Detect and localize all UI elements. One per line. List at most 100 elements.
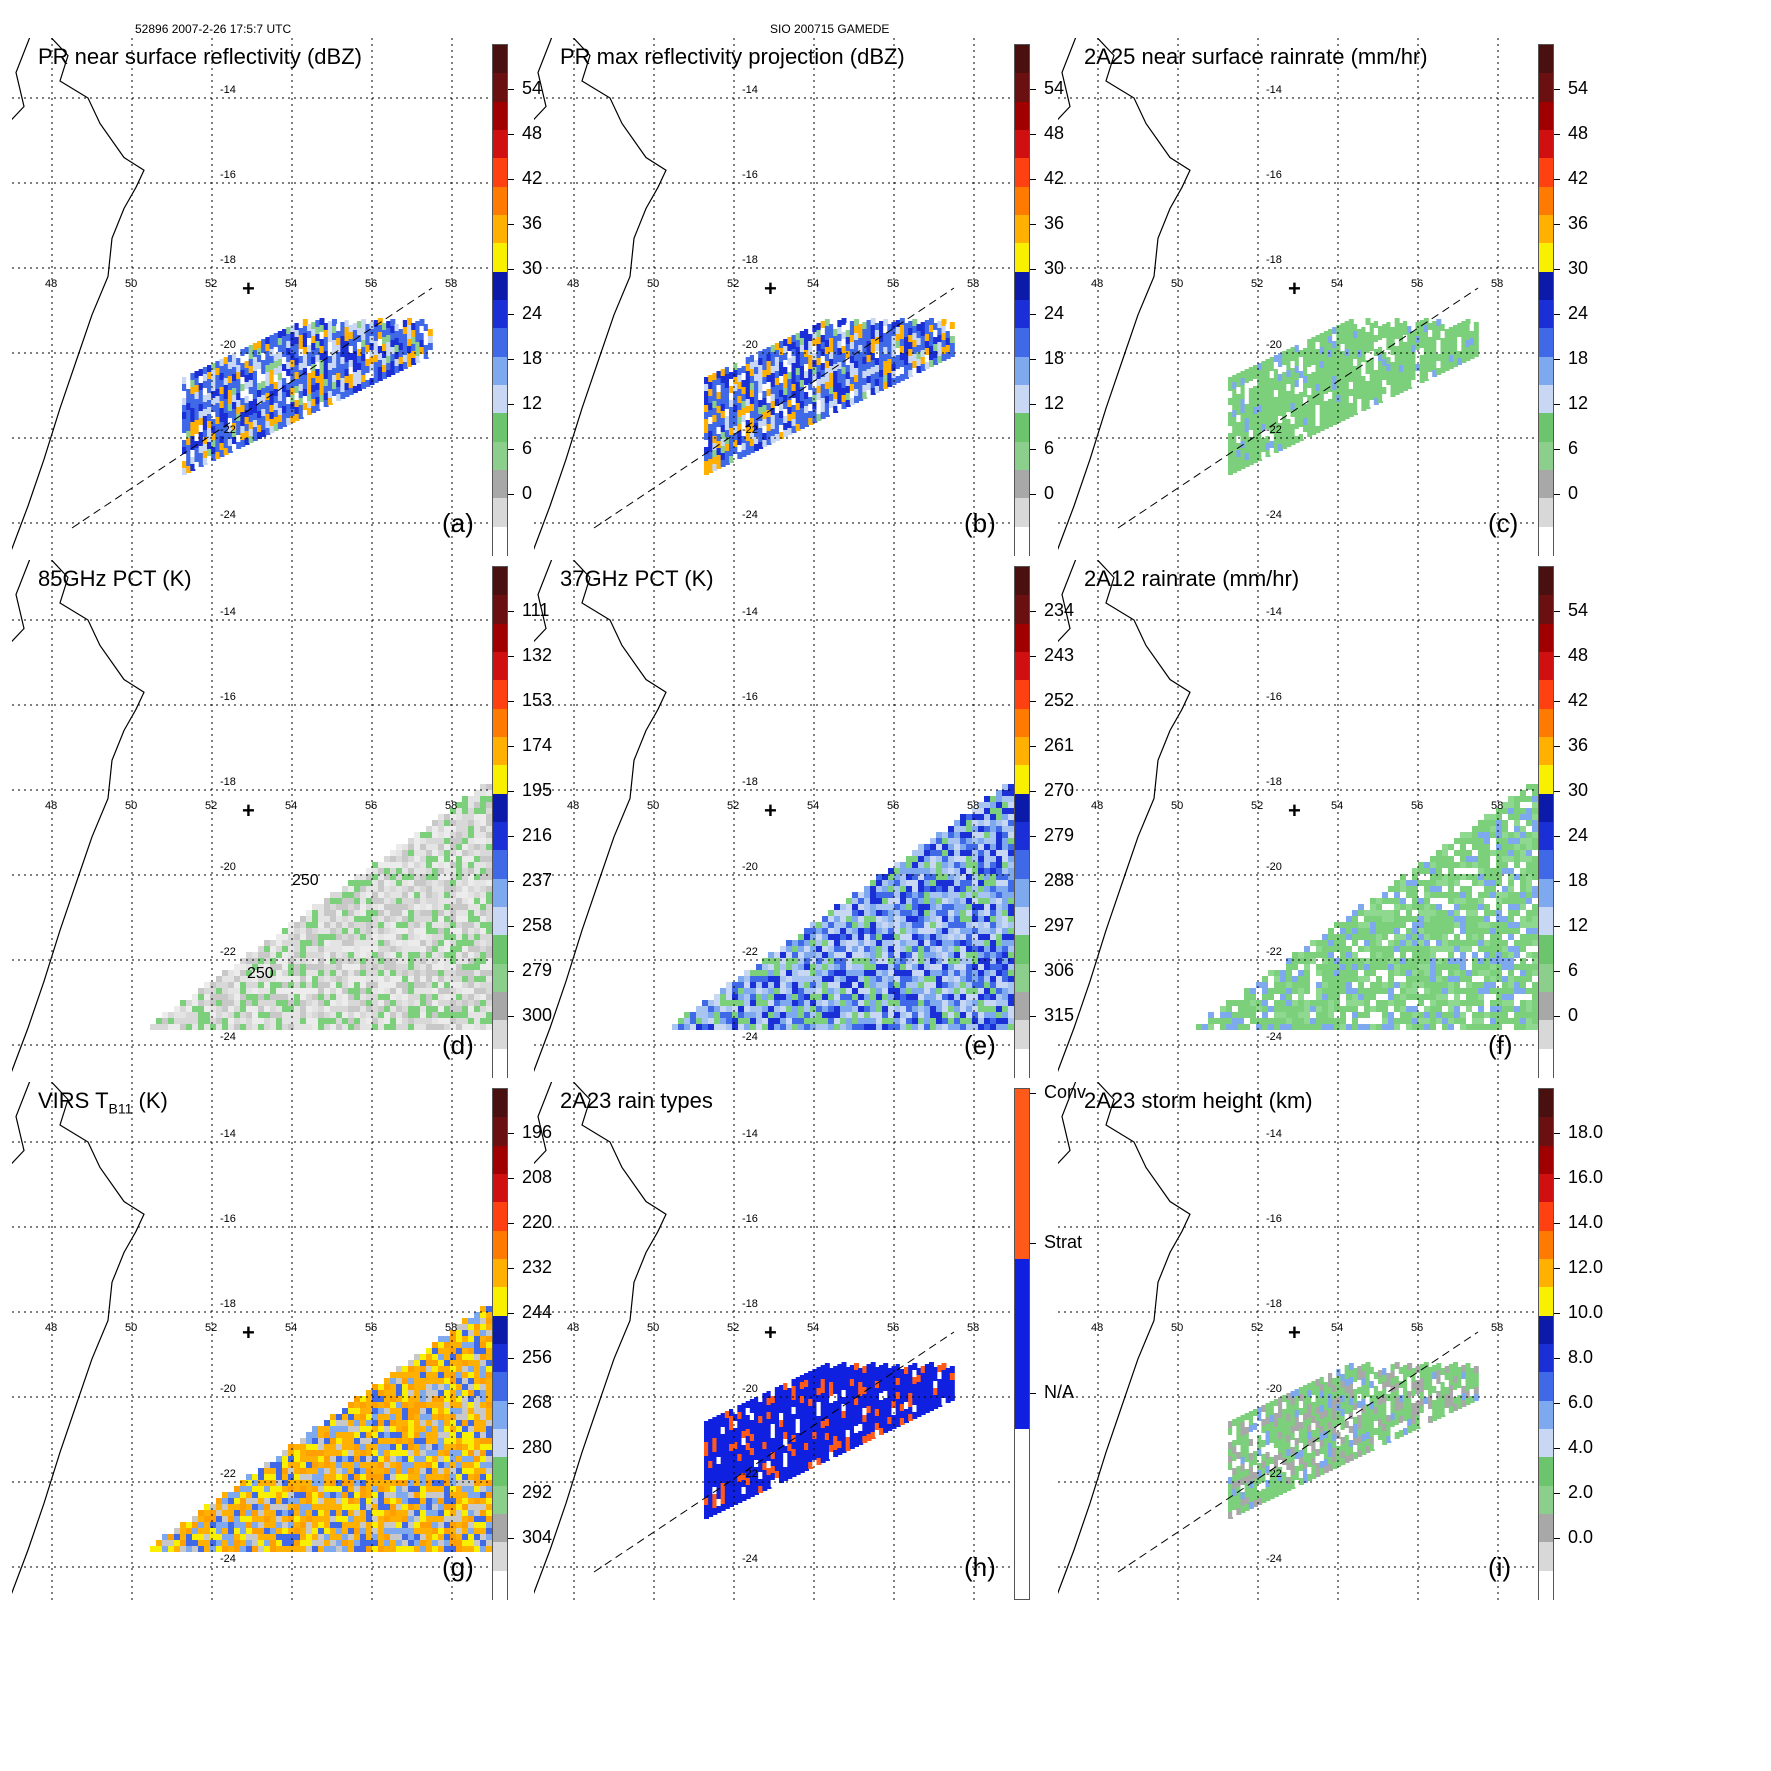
tick-mark bbox=[1554, 1312, 1560, 1314]
tick-mark bbox=[1030, 1092, 1036, 1094]
colorbar-segment bbox=[1539, 595, 1553, 625]
lat-label: -22 bbox=[220, 1468, 236, 1480]
panel-letter: (i) bbox=[1488, 1552, 1512, 1582]
colorbar-segment bbox=[1539, 1230, 1553, 1260]
panel-title: PR near surface reflectivity (dBZ) bbox=[38, 44, 362, 70]
colorbar-tick: 8.0 bbox=[1554, 1347, 1593, 1368]
colorbar-segment bbox=[493, 130, 507, 160]
tick-label: 10.0 bbox=[1568, 1302, 1604, 1322]
tick-mark bbox=[1554, 1015, 1560, 1017]
coastline-west bbox=[534, 38, 553, 121]
lat-label: -24 bbox=[220, 509, 236, 521]
colorbar-tick: 54 bbox=[1554, 600, 1588, 621]
colorbar-tick: 279 bbox=[1030, 825, 1074, 846]
colorbar-tick: 18 bbox=[508, 348, 542, 369]
colorbar-segment bbox=[1539, 992, 1553, 1022]
colorbar-segment bbox=[1015, 300, 1029, 330]
colorbar-tick: 36 bbox=[1554, 735, 1588, 756]
storm-center-marker: + bbox=[764, 798, 777, 824]
colorbar-tick: 54 bbox=[1030, 78, 1064, 99]
map-a bbox=[12, 38, 492, 558]
colorbar-tick: 0 bbox=[1554, 483, 1578, 504]
colorbar-tick: 280 bbox=[508, 1437, 552, 1458]
lat-label: -18 bbox=[1266, 254, 1282, 266]
colorbar-segment bbox=[1015, 215, 1029, 245]
colorbar-segment bbox=[1015, 45, 1029, 75]
tick-label: 54 bbox=[1044, 78, 1065, 98]
colorbar-segment bbox=[1539, 1457, 1553, 1487]
colorbar-segment bbox=[1539, 737, 1553, 767]
colorbar-segment bbox=[1015, 907, 1029, 937]
panel-b: -14 -16 -18 -20 -22 -24 48 50 52 54 56 58 + PR max re… bbox=[534, 38, 1064, 558]
colorbar-tick: 268 bbox=[508, 1392, 552, 1413]
colorbar-segment bbox=[493, 1457, 507, 1487]
colorbar-tick: 304 bbox=[508, 1527, 552, 1548]
tick-label: 252 bbox=[1044, 690, 1075, 710]
colorbar-segment bbox=[493, 793, 507, 823]
lat-label: -16 bbox=[220, 169, 236, 181]
colorbar-tick: 42 bbox=[1554, 168, 1588, 189]
tick-mark bbox=[1030, 493, 1036, 495]
colorbar-segment bbox=[493, 300, 507, 330]
colorbar-segment bbox=[493, 498, 507, 528]
colorbar-segment bbox=[1015, 1429, 1029, 1599]
lon-label: 48 bbox=[567, 1322, 580, 1334]
tick-label: 196 bbox=[522, 1122, 553, 1142]
coastline-east bbox=[12, 38, 145, 551]
panel-title-text: PR max reflectivity projection (dBZ) bbox=[560, 44, 905, 69]
tick-mark bbox=[1554, 700, 1560, 702]
colorbar-tick: 2.0 bbox=[1554, 1482, 1593, 1503]
colorbar-tick: 36 bbox=[508, 213, 542, 234]
colorbar-segment bbox=[493, 186, 507, 216]
panel-title: 2A25 near surface rainrate (mm/hr) bbox=[1084, 44, 1428, 70]
colorbar-tick: 237 bbox=[508, 870, 552, 891]
tick-label: 258 bbox=[522, 915, 553, 935]
colorbar-tick: 258 bbox=[508, 915, 552, 936]
coastline-east bbox=[534, 560, 667, 1073]
colorbar-segment bbox=[493, 1287, 507, 1317]
lon-label: 50 bbox=[1171, 800, 1184, 812]
colorbar-tick: 306 bbox=[1030, 960, 1074, 981]
lon-label: 56 bbox=[365, 1322, 378, 1334]
colorbar-segment bbox=[1539, 271, 1553, 301]
colorbar bbox=[1014, 1088, 1030, 1600]
tick-mark bbox=[1030, 268, 1036, 270]
coastline-west bbox=[1058, 38, 1077, 121]
colorbar-tick: 18.0 bbox=[1554, 1122, 1603, 1143]
lon-label: 54 bbox=[1331, 278, 1344, 290]
lat-label: -20 bbox=[1266, 339, 1282, 351]
lon-label: 50 bbox=[647, 1322, 660, 1334]
lon-label: 52 bbox=[1251, 278, 1264, 290]
lat-label: -16 bbox=[1266, 691, 1282, 703]
tick-mark bbox=[1030, 133, 1036, 135]
colorbar-segment bbox=[1015, 158, 1029, 188]
colorbar-tick: 36 bbox=[1030, 213, 1064, 234]
colorbar-tick: 24 bbox=[1030, 303, 1064, 324]
panel-letter: (d) bbox=[442, 1030, 474, 1060]
lat-label: -22 bbox=[742, 424, 758, 436]
colorbar-segment bbox=[493, 271, 507, 301]
tick-label: 232 bbox=[522, 1257, 553, 1277]
tick-label: 268 bbox=[522, 1392, 553, 1412]
lon-label: 52 bbox=[727, 278, 740, 290]
colorbar-segment bbox=[1539, 878, 1553, 908]
panel-letter: (c) bbox=[1488, 508, 1519, 538]
tick-label: 261 bbox=[1044, 735, 1075, 755]
panel-title: 2A12 rainrate (mm/hr) bbox=[1084, 566, 1299, 592]
colorbar-tick: 18 bbox=[1554, 348, 1588, 369]
colorbar-segment bbox=[493, 765, 507, 795]
colorbar-segment bbox=[1015, 567, 1029, 597]
lon-label: 56 bbox=[365, 278, 378, 290]
colorbar-segment bbox=[493, 243, 507, 273]
coastline-west bbox=[12, 38, 31, 121]
colorbar-segment bbox=[1539, 935, 1553, 965]
colorbar-segment bbox=[493, 1344, 507, 1374]
colorbar-segment bbox=[1015, 130, 1029, 160]
colorbar-segment bbox=[1015, 708, 1029, 738]
colorbar-segment bbox=[493, 907, 507, 937]
lon-label: 54 bbox=[807, 800, 820, 812]
tick-label: 36 bbox=[522, 213, 543, 233]
tick-mark bbox=[508, 835, 514, 837]
tick-label: 24 bbox=[522, 303, 543, 323]
panel-letter: (h) bbox=[964, 1552, 996, 1582]
